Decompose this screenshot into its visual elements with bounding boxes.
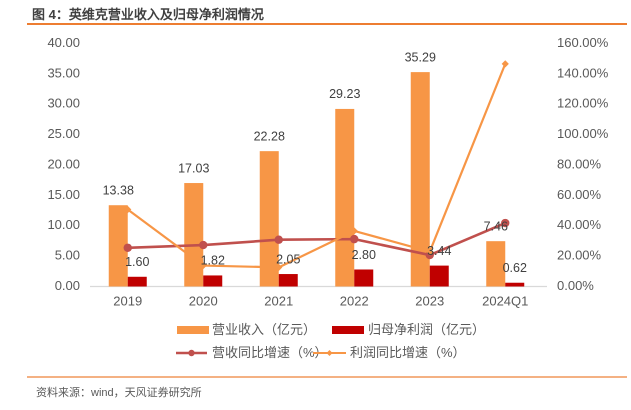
y-right-tick-label: 160.00% xyxy=(557,35,609,50)
revenue-bar xyxy=(259,151,279,287)
revenue-bar xyxy=(108,205,128,287)
y-left-tick-label: 25.00 xyxy=(47,126,80,141)
revenue-data-label: 17.03 xyxy=(178,161,209,175)
footer-rule xyxy=(27,376,627,378)
profit-growth-point xyxy=(426,248,434,256)
legend-label-revenue: 营业收入（亿元） xyxy=(212,322,316,337)
x-tick-label: 2023 xyxy=(415,293,444,308)
legend-swatch-revenue xyxy=(177,326,209,334)
net-profit-bar xyxy=(127,276,147,287)
revenue-bar xyxy=(335,108,355,287)
legend-label-profit-growth: 利润同比增速（%） xyxy=(350,345,466,360)
revenue-growth-point xyxy=(274,235,283,244)
y-right-tick-label: 40.00% xyxy=(557,217,602,232)
net-profit-data-label: 0.62 xyxy=(503,261,527,275)
y-left-tick-label: 20.00 xyxy=(47,156,80,171)
revenue-growth-line xyxy=(127,221,506,257)
revenue-bar xyxy=(486,241,506,287)
y-left-tick-label: 15.00 xyxy=(47,187,80,202)
lines-layer xyxy=(123,60,510,271)
y-left-tick-label: 5.00 xyxy=(55,248,80,263)
profit-growth-point xyxy=(275,263,283,271)
net-profit-data-label: 2.05 xyxy=(276,252,300,266)
x-tick-label: 2020 xyxy=(189,293,218,308)
revenue-data-label: 7.46 xyxy=(484,219,508,233)
revenue-growth-point xyxy=(199,240,208,250)
legend-marker-profit-growth xyxy=(326,350,333,356)
x-tick-label: 2019 xyxy=(113,293,142,308)
net-profit-data-label: 1.82 xyxy=(201,254,225,268)
net-profit-bar xyxy=(203,275,223,287)
y-left-tick-label: 40.00 xyxy=(47,35,80,50)
y-right-tick-label: 100.00% xyxy=(557,126,609,141)
net-profit-data-label: 1.60 xyxy=(125,255,149,269)
y-right-tick-label: 120.00% xyxy=(557,96,609,111)
revenue-data-label: 29.23 xyxy=(329,87,360,101)
legend-marker-revenue-growth xyxy=(188,349,195,357)
net-profit-data-label: 2.80 xyxy=(352,248,376,262)
legend: 营业收入（亿元） 归母净利润（亿元） 营收同比增速（%） 利润同比增速（%） xyxy=(176,322,485,360)
legend-swatch-net-profit xyxy=(332,326,364,334)
y-left-tick-label: 10.00 xyxy=(47,217,80,232)
revenue-growth-point xyxy=(350,234,359,244)
net-profit-bar xyxy=(278,274,298,287)
revenue-data-label: 35.29 xyxy=(405,50,436,64)
revenue-bar xyxy=(410,72,430,287)
x-tick-label: 2021 xyxy=(264,293,293,308)
revenue-data-label: 22.28 xyxy=(254,129,285,143)
source-note: 资料来源：wind，天风证券研究所 xyxy=(36,387,202,399)
y-right-tick-label: 0.00% xyxy=(557,278,594,293)
profit-growth-point xyxy=(199,261,207,270)
y-left-tick-label: 0.00 xyxy=(55,278,80,293)
title-rule xyxy=(27,23,627,25)
legend-label-net-profit: 归母净利润（亿元） xyxy=(368,322,485,337)
net-profit-bar xyxy=(429,265,449,287)
net-profit-data-label: 3.44 xyxy=(427,244,451,258)
revenue-data-label: 13.38 xyxy=(103,184,134,198)
profit-growth-point xyxy=(124,205,132,214)
y-left-tick-label: 30.00 xyxy=(47,96,80,111)
y-right-tick-label: 140.00% xyxy=(557,65,609,80)
profit-growth-point xyxy=(501,60,509,68)
data-labels-layer: 13.38 17.03 22.28 29.23 35.29 7.46 1.60 1.82 2.0… xyxy=(103,50,527,275)
net-profit-bar xyxy=(354,269,374,287)
profit-growth-point xyxy=(350,227,358,235)
revenue-growth-point xyxy=(501,218,510,228)
profit-growth-line xyxy=(127,63,507,269)
y-right-tick-label: 80.00% xyxy=(557,156,602,171)
x-tick-label: 2022 xyxy=(340,293,369,308)
revenue-growth-point xyxy=(123,243,132,252)
x-tick-label: 2024Q1 xyxy=(482,293,528,308)
bars-layer xyxy=(108,72,525,287)
legend-label-revenue-growth: 营收同比增速（%） xyxy=(212,345,328,360)
revenue-bar xyxy=(184,183,204,287)
y-right-tick-label: 20.00% xyxy=(557,248,602,263)
net-profit-bar xyxy=(505,282,525,287)
figure-title: 图 4：英维克营业收入及归母净利润情况 xyxy=(32,7,264,22)
axes-layer: 0.00 5.00 10.00 15.00 20.00 25.00 30.00 35.00 40… xyxy=(47,35,608,309)
y-right-tick-label: 60.00% xyxy=(557,187,602,202)
y-left-tick-label: 35.00 xyxy=(47,65,80,80)
